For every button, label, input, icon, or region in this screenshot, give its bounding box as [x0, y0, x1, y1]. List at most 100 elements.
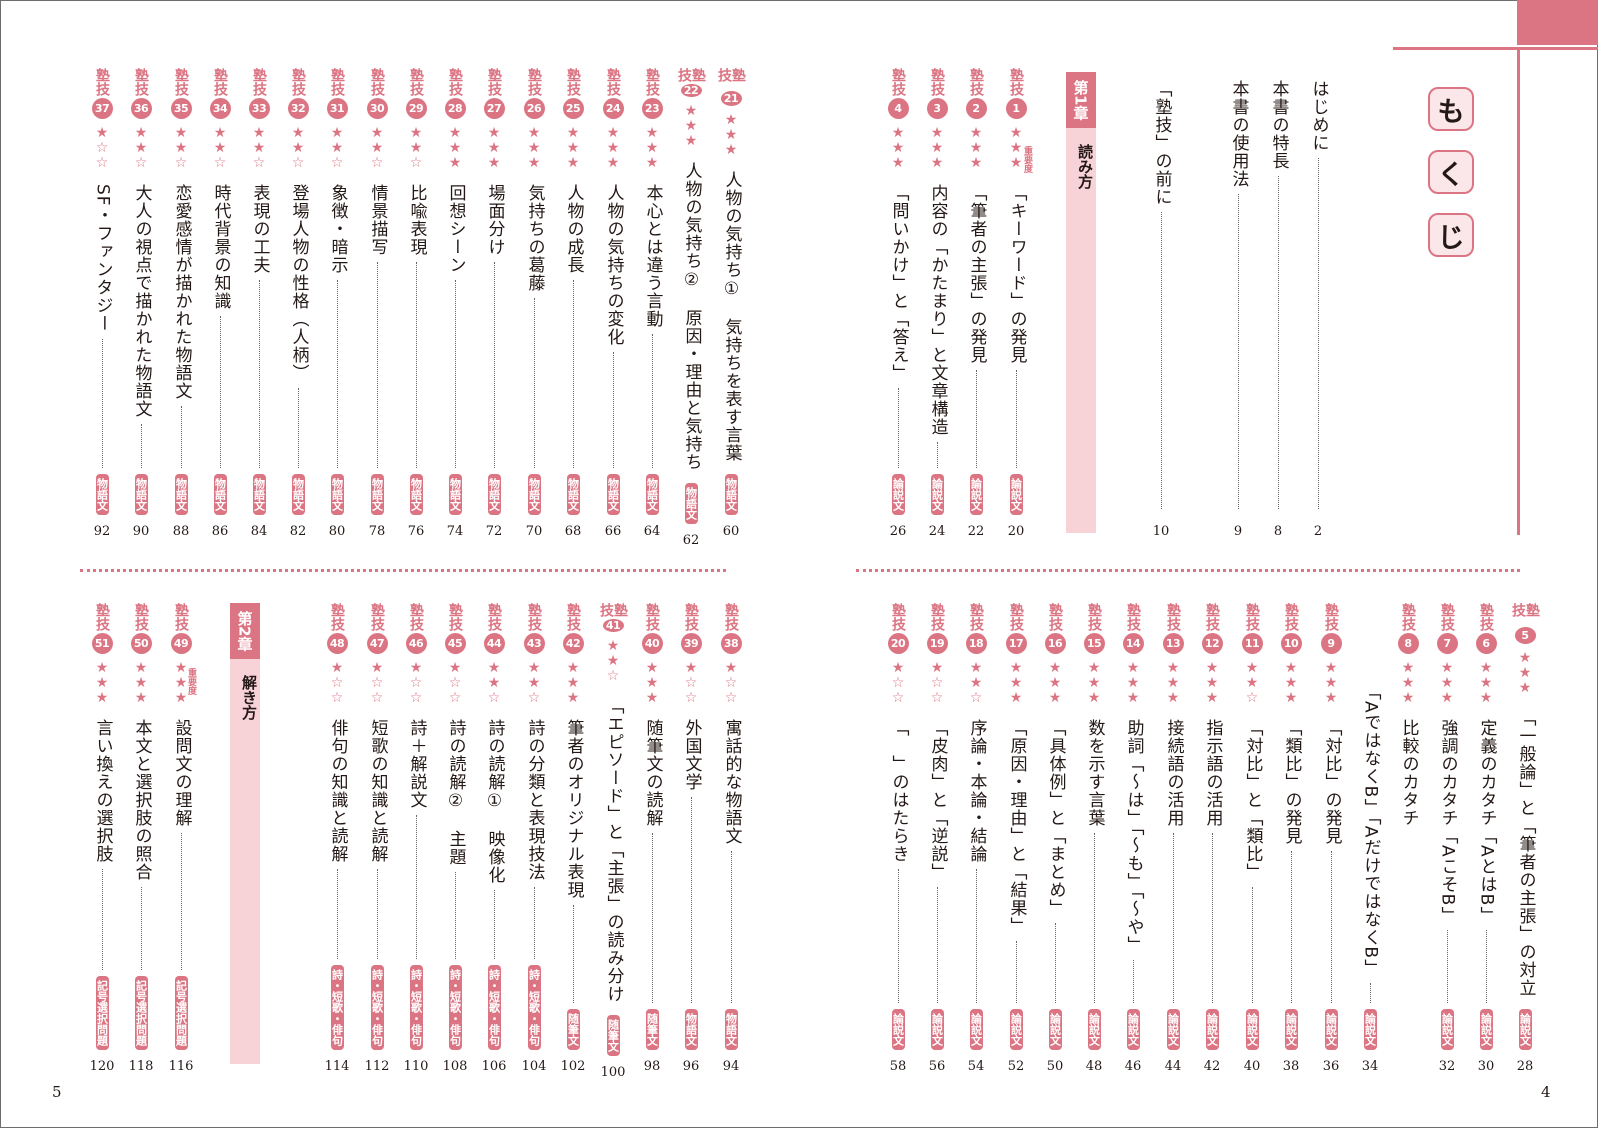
genre-badge: 論説文 — [1479, 1009, 1493, 1050]
toc-entry[interactable]: 塾技 22 ★★★ 人物の気持ち② 原因・理由と気持ち 物語文 62 — [676, 68, 706, 547]
juku-label: 塾技 — [605, 68, 621, 96]
toc-entry[interactable]: 塾技 9 ★★★ 「対比」の発見 論説文 36 — [1316, 603, 1346, 1073]
toc-entry[interactable]: 塾技 36 ★★☆ 大人の視点で描かれた物語文 物語文 90 — [126, 68, 156, 538]
genre-badge: 論説文 — [930, 474, 944, 515]
toc-entry[interactable]: 塾技 27 ★★★ 場面分け 物語文 72 — [479, 68, 509, 538]
toc-entry[interactable]: 塾技 48 ★☆☆ 俳句の知識と読解 詩・短歌・俳句 114 — [322, 603, 352, 1073]
toc-entry[interactable]: 塾技 1 ★★★ 「キーワード」の発見 論説文 20 — [1001, 68, 1031, 538]
toc-entry[interactable]: 塾技 41 ★★☆ 「エピソード」と「主張」の読み分け 随筆文 100 — [598, 603, 628, 1079]
toc-entry[interactable]: 塾技 14 ★★★ 助詞「～は」「～も」「～や」 論説文 46 — [1118, 603, 1148, 1073]
page-number: 58 — [889, 1059, 907, 1074]
toc-entry[interactable]: 塾技 13 ★★★ 接続語の活用 論説文 44 — [1158, 603, 1188, 1073]
toc-entry[interactable]: 塾技 12 ★★★ 指示語の活用 論説文 42 — [1197, 603, 1227, 1073]
toc-entry[interactable]: 塾技 51 ★★★ 言い換えの選択肢 記号選択問題 120 — [87, 603, 117, 1073]
genre-badge: 物語文 — [213, 474, 227, 515]
front-item[interactable]: 本書の特長 8 — [1263, 68, 1293, 538]
toc-entry[interactable]: 塾技 30 ★★☆ 情景描写 物語文 78 — [362, 68, 392, 538]
toc-entry[interactable]: 塾技 18 ★★☆ 序論・本論・結論 論説文 54 — [961, 603, 991, 1073]
toc-entry[interactable]: 塾技 28 ★★★ 回想シーン 物語文 74 — [440, 68, 470, 538]
toc-entry[interactable]: 塾技 19 ★☆☆ 「皮肉」と「逆説」 論説文 56 — [922, 603, 952, 1073]
toc-entry[interactable]: 塾技 24 ★★★ 人物の気持ちの変化 物語文 66 — [598, 68, 628, 538]
toc-entry[interactable]: 塾技 29 ★★☆ 比喩表現 物語文 76 — [401, 68, 431, 538]
entry-title: 人物の成長 — [563, 184, 584, 274]
front-item-title: 「塾技」の前に — [1151, 80, 1172, 206]
toc-entry[interactable]: 塾技 6 ★★★ 定義のカタチ「AとはB」 論説文 30 — [1471, 603, 1501, 1073]
page-number: 74 — [446, 524, 464, 539]
entry-number: 47 — [366, 633, 388, 654]
toc-entry[interactable]: 塾技 8 ★★★ 比較のカタチ — [1393, 603, 1423, 1073]
entry-title: 助詞「～は」「～も」「～や」 — [1123, 719, 1144, 954]
toc-entry[interactable]: 塾技 31 ★★☆ 象徴・暗示 物語文 80 — [322, 68, 352, 538]
genre-badge: 詩・短歌・俳句 — [487, 965, 501, 1050]
juku-label: 塾技 — [408, 68, 424, 96]
entry-title: 比較のカタチ — [1398, 719, 1419, 827]
leader-dots — [493, 890, 495, 959]
importance-stars: ★★☆ — [486, 660, 502, 705]
toc-entry[interactable]: 塾技 35 ★★☆ 恋愛感情が描かれた物語文 物語文 88 — [166, 68, 196, 538]
juku-label: 塾技 — [598, 603, 628, 617]
entry-title: 「キーワード」の発見 — [1006, 184, 1027, 364]
toc-entry[interactable]: 塾技 26 ★★★ 気持ちの葛藤 物語文 70 — [519, 68, 549, 538]
toc-entry[interactable]: 塾技 3 ★★★ 内容の「かたまり」と文章構造 論説文 24 — [922, 68, 952, 538]
juku-label: 塾技 — [929, 68, 945, 96]
juku-label: 塾技 — [526, 68, 542, 96]
entry-title: 指示語の活用 — [1202, 719, 1223, 827]
toc-entry[interactable]: 塾技 25 ★★★ 人物の成長 物語文 68 — [558, 68, 588, 538]
toc-entry[interactable]: 塾技 40 ★★★ 随筆文の読解 随筆文 98 — [637, 603, 667, 1073]
front-item[interactable]: 「塾技」の前に 10 — [1146, 68, 1176, 538]
toc-entry[interactable]: 塾技 43 ★★☆ 詩の分類と表現技法 詩・短歌・俳句 104 — [519, 603, 549, 1073]
toc-entry[interactable]: 塾技 47 ★☆☆ 短歌の知識と読解 詩・短歌・俳句 112 — [362, 603, 392, 1073]
juku-label: 塾技 — [369, 68, 385, 96]
front-item[interactable]: はじめに 2 — [1303, 68, 1333, 538]
leader-dots — [936, 442, 938, 468]
page-number: 28 — [1516, 1059, 1534, 1074]
toc-entry[interactable]: 塾技 21 ★★★ 人物の気持ち① 気持ちを表す言葉 物語文 60 — [716, 68, 746, 538]
leader-dots — [180, 406, 182, 468]
toc-entry[interactable]: 塾技 17 ★★★ 「原因・理由」と「結果」 論説文 52 — [1001, 603, 1031, 1073]
toc-entry[interactable]: 塾技 4 ★★★ 「問いかけ」と「答え」 論説文 26 — [883, 68, 913, 538]
toc-entry[interactable]: 塾技 49 ★★★ 設問文の理解 記号選択問題 116 — [166, 603, 196, 1073]
toc-entry[interactable]: 塾技 46 ★☆☆ 詩＋解説文 詩・短歌・俳句 110 — [401, 603, 431, 1073]
entry-number: 38 — [720, 633, 742, 654]
front-item[interactable]: 本書の使用法 9 — [1223, 68, 1253, 538]
entry-number: 28 — [444, 98, 466, 119]
leader-dots — [533, 887, 535, 959]
toc-entry[interactable]: 塾技 23 ★★★ 本心とは違う言動 物語文 64 — [637, 68, 667, 538]
toc-entry[interactable]: 塾技 42 ★★★ 筆者のオリジナル表現 随筆文 102 — [558, 603, 588, 1073]
toc-entry[interactable]: 塾技 45 ★☆☆ 詩の読解② 主題 詩・短歌・俳句 108 — [440, 603, 470, 1073]
toc-entry[interactable]: 塾技 39 ★☆☆ 外国文学 物語文 96 — [676, 603, 706, 1073]
toc-entry[interactable]: 塾技 11 ★★☆ 「対比」と「類比」 論説文 40 — [1237, 603, 1267, 1073]
toc-entry[interactable]: 塾技 34 ★★☆ 時代背景の知識 物語文 86 — [205, 68, 235, 538]
toc-entry[interactable]: 塾技 7 ★★★ 強調のカタチ「AこそB」 論説文 32 — [1432, 603, 1462, 1073]
header-rule — [1393, 47, 1598, 50]
toc-entry[interactable]: 塾技 20 ★☆☆ 「 」のはたらき 論説文 58 — [883, 603, 913, 1073]
genre-badge: 詩・短歌・俳句 — [448, 965, 462, 1050]
importance-stars: ★★★ — [1204, 660, 1220, 705]
toc-entry[interactable]: 塾技 16 ★★★ 「具体例」と「まとめ」 論説文 50 — [1040, 603, 1070, 1073]
toc-entry[interactable]: 塾技 10 ★★★ 「類比」の発見 論説文 38 — [1276, 603, 1306, 1073]
entry-title: 象徴・暗示 — [327, 184, 348, 274]
leader-dots — [572, 905, 574, 1003]
toc-entry[interactable]: 「AではなくB」「AだけではなくB」 論説文 34 — [1355, 603, 1385, 1073]
juku-label: 塾技 — [890, 603, 906, 631]
entry-title: 回想シーン — [445, 184, 466, 274]
leader-dots — [140, 887, 142, 970]
toc-entry[interactable]: 塾技 38 ★☆☆ 寓話的な物語文 物語文 94 — [716, 603, 746, 1073]
toc-entry[interactable]: 塾技 44 ★★☆ 詩の読解① 映像化 詩・短歌・俳句 106 — [479, 603, 509, 1073]
toc-entry[interactable]: 塾技 50 ★★★ 本文と選択肢の照合 記号選択問題 118 — [126, 603, 156, 1073]
toc-entry[interactable]: 塾技 33 ★★☆ 表現の工夫 物語文 84 — [244, 68, 274, 538]
entry-number: 24 — [602, 98, 624, 119]
page-number: 22 — [967, 524, 985, 539]
toc-entry[interactable]: 塾技 15 ★★★ 数を示す言葉 論説文 48 — [1079, 603, 1109, 1073]
leader-dots — [180, 833, 182, 970]
entry-number: 46 — [405, 633, 427, 654]
toc-entry[interactable]: 塾技 32 ★★☆ 登場人物の性格（人柄） 物語文 82 — [283, 68, 313, 538]
page-number: 26 — [889, 524, 907, 539]
toc-entry[interactable]: 塾技 5 ★★★ 「一般論」と「筆者の主張」の対立 論説文 28 — [1510, 603, 1540, 1073]
importance-stars: ★☆☆ — [447, 660, 463, 705]
toc-entry[interactable]: 塾技 2 ★★★ 「筆者の主張」の発見 論説文 22 — [961, 68, 991, 538]
entry-number: 5 — [1514, 627, 1536, 644]
juku-label: 塾技 — [1283, 603, 1299, 631]
entry-title: 「AではなくB」「AだけではなくB」 — [1360, 683, 1381, 978]
toc-entry[interactable]: 塾技 37 ★☆☆ SF・ファンタジー 物語文 92 — [87, 68, 117, 538]
